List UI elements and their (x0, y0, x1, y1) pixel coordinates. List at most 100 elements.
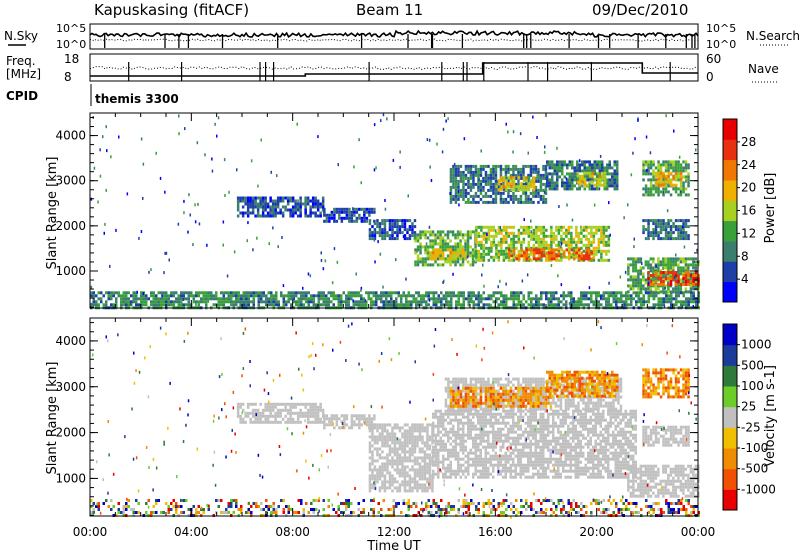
range-time-cell (480, 297, 483, 301)
range-time-cell (580, 237, 583, 241)
scatter-dot (578, 159, 581, 163)
range-time-cell (657, 234, 660, 238)
range-time-cell (510, 182, 513, 186)
range-time-cell (490, 249, 493, 253)
range-time-cell (145, 303, 148, 307)
range-time-cell (664, 160, 668, 164)
range-time-cell (370, 417, 374, 421)
range-time-cell (662, 291, 665, 295)
range-time-cell (654, 219, 658, 223)
scatter-dot (187, 230, 189, 234)
range-time-cell (405, 294, 408, 298)
range-time-cell (412, 297, 415, 301)
range-time-cell (605, 297, 608, 301)
range-time-cell (470, 294, 473, 298)
range-time-cell (406, 432, 409, 436)
range-time-cell (271, 199, 275, 203)
range-time-cell (467, 185, 470, 189)
range-time-cell (217, 303, 220, 307)
range-time-cell (677, 219, 680, 223)
range-time-cell (242, 297, 245, 301)
range-time-cell (345, 294, 348, 298)
range-time-cell (460, 291, 463, 295)
range-time-cell (416, 486, 419, 490)
scatter-dot (673, 129, 675, 133)
range-time-cell (562, 291, 565, 295)
range-time-cell (368, 441, 372, 445)
range-time-cell (381, 231, 384, 235)
range-time-cell (527, 240, 531, 244)
range-time-cell (642, 231, 645, 235)
range-time-cell (195, 294, 198, 298)
range-time-cell (431, 435, 434, 439)
range-time-cell (659, 277, 663, 280)
range-time-cell (652, 160, 655, 164)
range-time-cell (570, 300, 573, 304)
range-time-cell (652, 234, 655, 238)
scatter-dot (309, 274, 312, 278)
range-time-cell (517, 228, 521, 232)
range-time-cell (446, 230, 450, 234)
range-time-cell (597, 291, 600, 295)
range-time-cell (475, 297, 478, 301)
range-time-cell (471, 254, 475, 258)
range-time-cell (542, 197, 545, 201)
range-time-cell (435, 291, 438, 295)
scatter-dot (445, 119, 447, 123)
range-time-cell (269, 402, 272, 406)
range-time-cell (530, 179, 533, 183)
range-time-cell (507, 170, 510, 174)
range-time-cell (256, 420, 260, 424)
range-time-cell (360, 423, 364, 427)
range-time-cell (446, 236, 450, 240)
range-time-cell (602, 258, 606, 262)
range-time-cell (363, 219, 366, 223)
range-time-cell (125, 291, 128, 295)
range-time-cell (580, 246, 583, 250)
range-time-cell (457, 185, 460, 189)
range-time-cell (542, 237, 546, 241)
range-time-cell (416, 438, 419, 442)
range-time-cell (492, 291, 495, 295)
range-time-cell (202, 300, 205, 304)
range-time-cell (256, 414, 260, 418)
range-time-cell (470, 300, 473, 304)
range-time-cell (616, 160, 619, 164)
range-time-cell (299, 414, 302, 418)
range-time-cell (657, 174, 660, 178)
range-time-cell (434, 415, 437, 419)
range-time-cell (408, 483, 412, 487)
range-time-cell (502, 255, 506, 259)
range-time-cell (426, 477, 429, 481)
range-time-cell (252, 300, 255, 304)
range-time-cell (289, 199, 292, 203)
range-time-cell (534, 179, 538, 183)
range-time-cell (256, 211, 260, 215)
range-time-cell (398, 459, 402, 463)
range-time-cell (578, 166, 581, 170)
range-time-cell (507, 234, 511, 238)
scatter-dot (277, 245, 279, 249)
range-time-cell (500, 231, 503, 235)
range-time-cell (500, 179, 503, 183)
range-time-cell (246, 211, 250, 215)
range-time-cell (535, 246, 538, 250)
range-time-cell (391, 438, 394, 442)
range-time-cell (520, 254, 523, 258)
range-time-cell (582, 249, 586, 253)
range-time-cell (467, 182, 470, 186)
range-time-cell (694, 283, 698, 286)
range-time-cell (185, 291, 188, 295)
range-time-cell (406, 219, 409, 223)
range-time-cell (264, 199, 267, 203)
range-time-cell (217, 297, 220, 301)
range-time-cell (568, 160, 571, 164)
range-time-cell (672, 177, 675, 181)
range-time-cell (393, 450, 397, 454)
range-time-cell (677, 237, 680, 241)
range-time-cell (391, 219, 394, 223)
range-time-cell (667, 297, 670, 301)
scatter-dot (352, 207, 354, 211)
range-time-cell (587, 291, 590, 295)
range-time-cell (672, 263, 675, 267)
